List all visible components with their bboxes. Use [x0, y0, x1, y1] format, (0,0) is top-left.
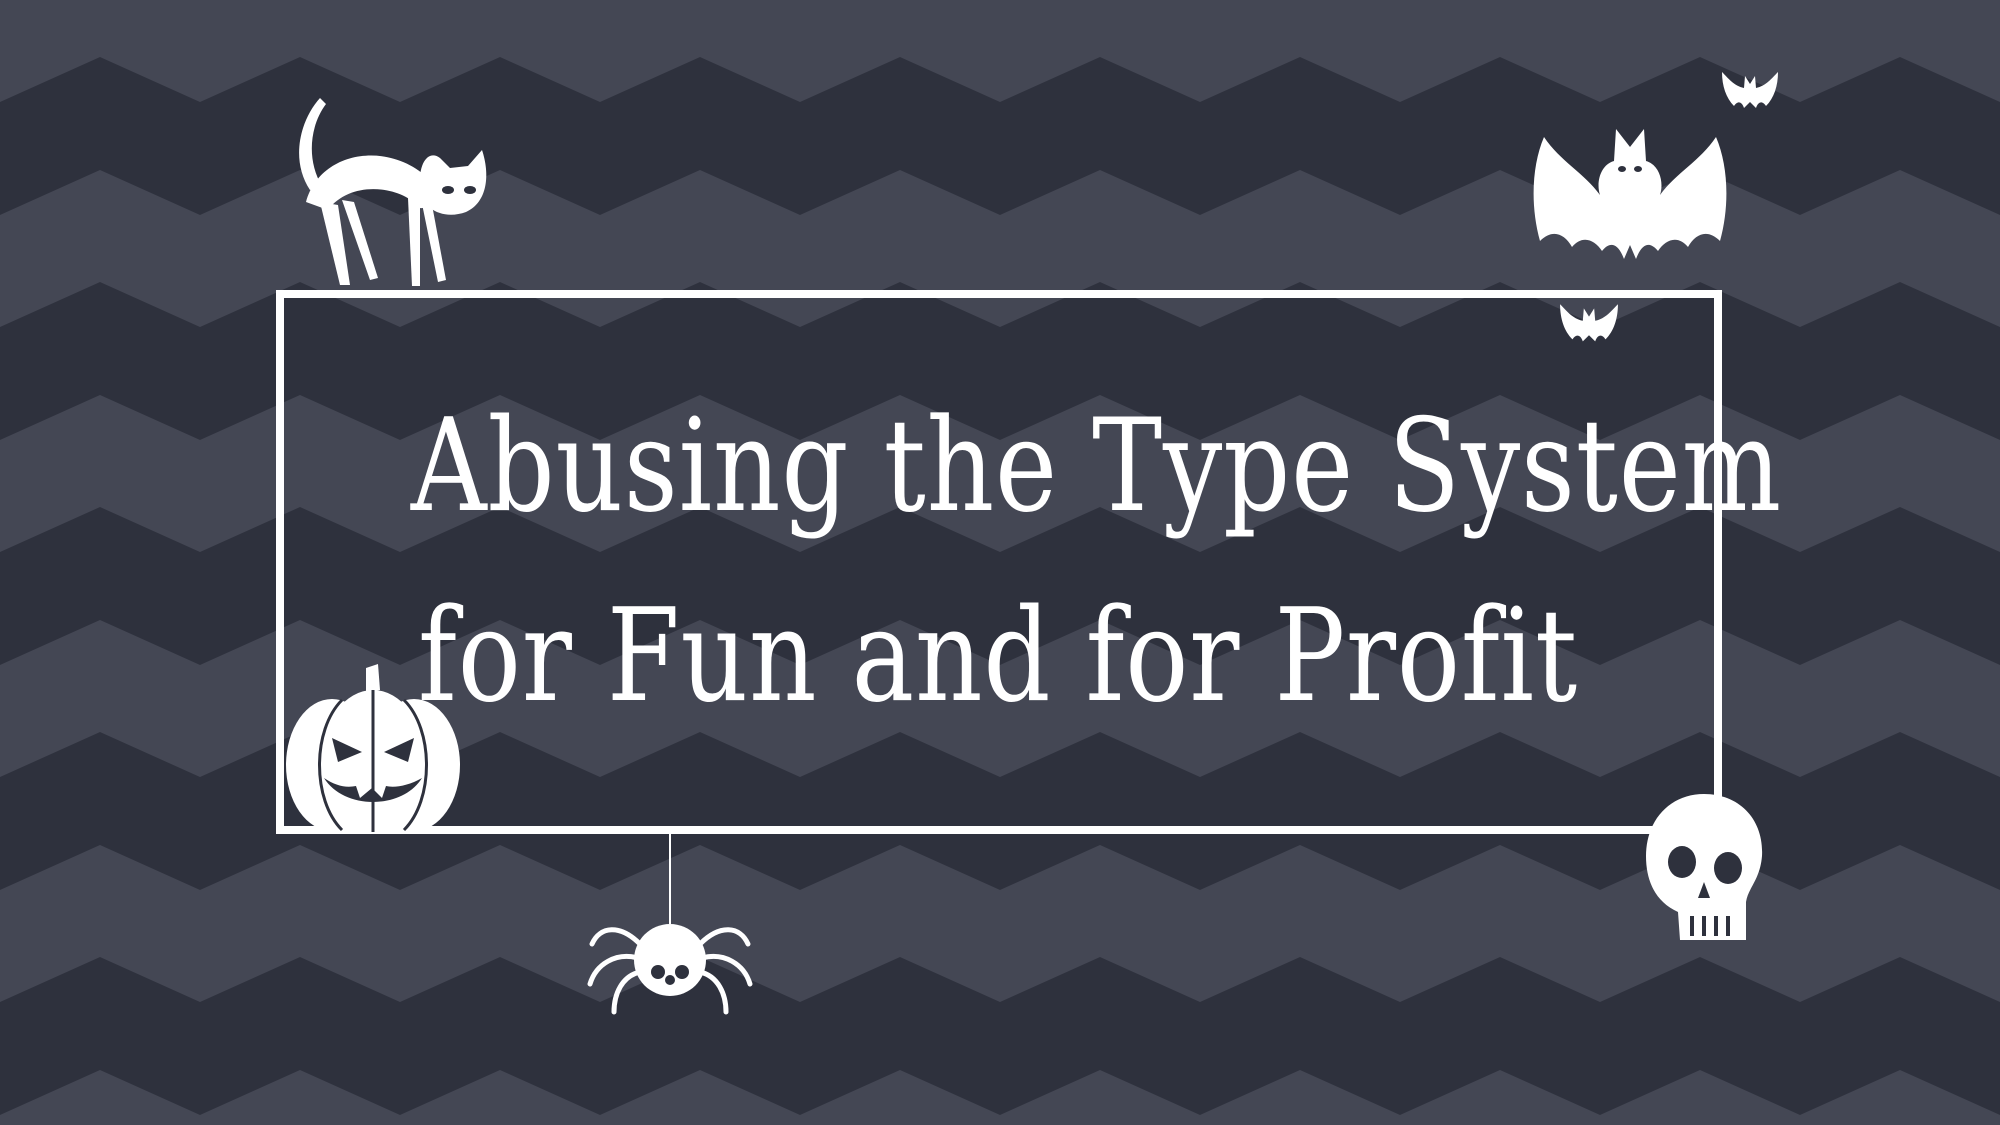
spider-icon — [587, 834, 753, 1015]
small-bat-icon — [1722, 72, 1778, 108]
bat-icon — [1533, 129, 1727, 259]
pumpkin-icon — [286, 664, 460, 834]
small-bat-icon — [1560, 304, 1618, 342]
title-line-2: for Fun and for Profit — [418, 582, 1578, 731]
skull-icon — [1646, 794, 1763, 940]
title-frame — [276, 290, 1722, 834]
cat-icon — [299, 98, 487, 286]
slide-title: Abusing the Type System for Fun and for … — [410, 372, 1783, 752]
title-line-1: Abusing the Type System — [410, 392, 1783, 541]
